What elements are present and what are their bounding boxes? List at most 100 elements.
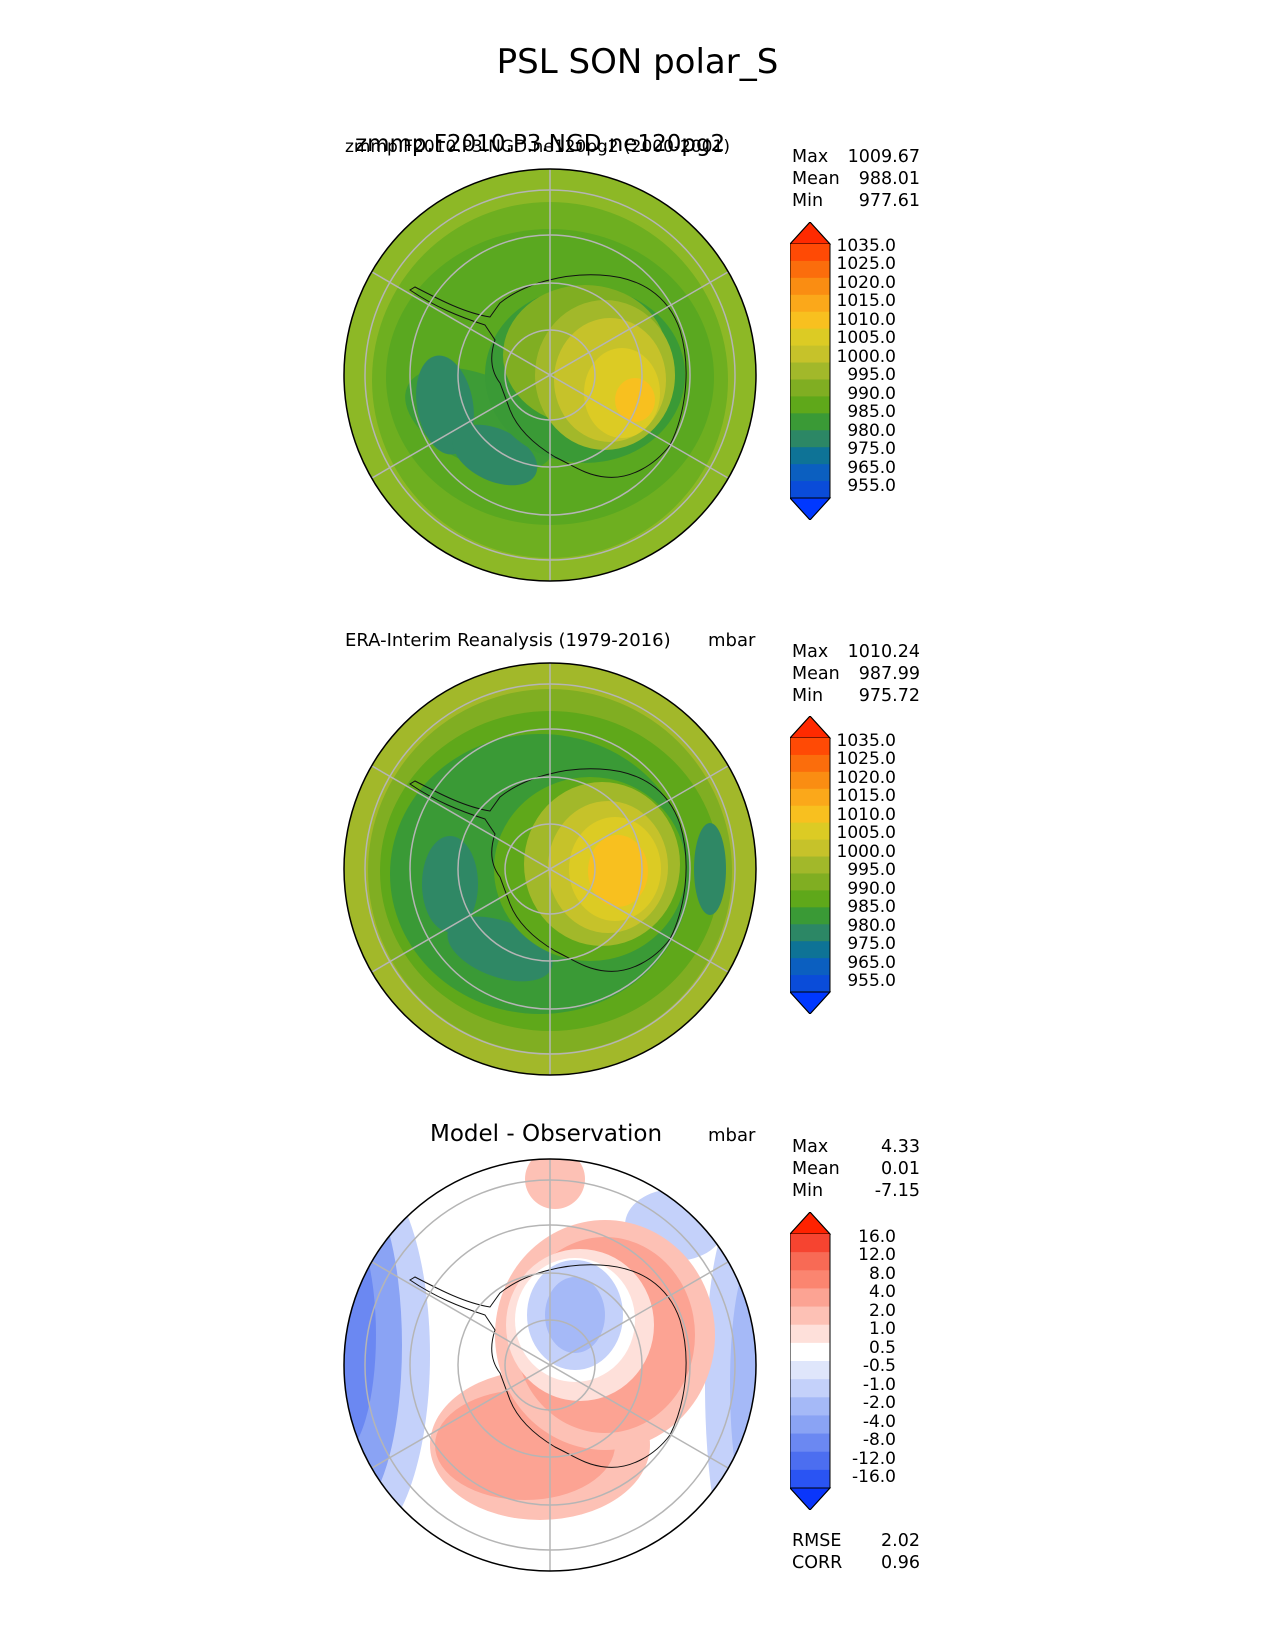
colorbar-segment [790,788,830,807]
stat-label: Min [792,191,824,211]
panel-1-colorbar [790,222,832,520]
colorbar-frame [790,222,831,520]
colorbar-segment [790,771,830,790]
stat-value: 1009.67 [847,147,920,167]
stat-value: 977.61 [858,191,920,211]
colorbar-segment [790,311,830,330]
colorbar-segment [790,379,830,397]
map-fill-peak [615,378,655,422]
colorbar-tick-label: 980.0 [847,915,896,936]
colorbar-tick-label: 975.0 [847,934,896,955]
figure-title: PSL SON polar_S [496,42,779,82]
colorbar-segment [790,345,830,364]
colorbar-tick-label: -0.5 [862,1356,896,1377]
map-fill-975 [422,836,478,932]
colorbar-segments [790,716,832,1014]
colorbar-tick-label: 1015.0 [836,291,896,312]
stat-label: Max [792,642,829,662]
colorbar-extend-max [790,1212,832,1235]
stat-value: 975.72 [858,686,920,706]
stat-label: Mean [792,1159,840,1179]
coastline [409,768,687,972]
colorbar-tick-label: 2.0 [868,1300,896,1321]
colorbar-segment [790,822,830,841]
panel-2-colorbar-labels: 1035.0 1025.0 1020.0 1015.0 1010.0 1005.0 1000… [808,733,896,990]
colorbar-segment [790,1342,830,1362]
colorbar-tick-label: 985.0 [847,402,896,423]
colorbar-tick-label: -2.0 [862,1393,896,1414]
colorbar-tick-label: 1015.0 [836,786,896,807]
colorbar-segment [790,1469,830,1489]
colorbar-segment [790,907,830,925]
panel-3-colorbar [790,1212,832,1510]
colorbar-segment [790,328,830,347]
colorbar-segment [790,975,830,993]
coastline [409,1264,687,1468]
colorbar-segment [790,1306,830,1326]
map-fill-975 [416,355,474,455]
colorbar-segments [790,1212,832,1510]
colorbar-segment [790,447,830,465]
map-fill-neg-center2 [545,1277,605,1353]
colorbar-tick-label: 1020.0 [836,767,896,788]
colorbar-segment [790,430,830,448]
colorbar-tick-label: 1010.0 [836,309,896,330]
metric-value: 2.02 [881,1531,920,1551]
colorbar-tick-label: 975.0 [847,439,896,460]
colorbar-tick-label: 995.0 [847,860,896,881]
colorbar-tick-label: -8.0 [862,1430,896,1451]
colorbar-tick-label: 1000.0 [836,346,896,367]
colorbar-tick-label: -4.0 [862,1411,896,1432]
panel-1-title: zmmp.F2010.P3.NGD.ne120pg2 [355,131,726,157]
colorbar-segment [790,839,830,858]
colorbar-segment [790,941,830,959]
panel-3-stats: Max 4.33 Mean 0.01 Min -7.15 [792,1136,920,1202]
colorbar-tick-label: 1.0 [868,1319,896,1340]
colorbar-tick-label: -16.0 [852,1467,896,1487]
metric-value: 0.96 [881,1553,920,1573]
colorbar-extend-max [790,222,832,245]
colorbar-tick-label: 980.0 [847,420,896,441]
colorbar-segment [790,856,830,874]
colorbar-tick-label: 12.0 [858,1245,896,1266]
panel-3-metrics: RMSE 2.02 CORR 0.96 [792,1530,920,1574]
colorbar-segment [790,1415,830,1435]
colorbar-tick-label: 4.0 [868,1282,896,1303]
colorbar-tick-label: -12.0 [852,1448,896,1469]
graticule [364,663,736,1075]
colorbar-tick-label: 1035.0 [836,731,896,751]
stat-label: Mean [792,664,840,684]
colorbar-tick-label: 995.0 [847,365,896,386]
map-fill-975b [452,424,538,486]
map-border [343,1158,757,1572]
metric-label: RMSE [792,1531,842,1551]
colorbar-segment [790,464,830,482]
colorbar-segment [790,873,830,891]
colorbar-tick-label: 985.0 [847,897,896,918]
panel-2-units: mbar [708,630,756,651]
colorbar-segment [790,277,830,296]
panel-1-title-overlay: zmmp.F2010.P3.NGD.ne120pg2 (2000-2001) [345,137,730,157]
colorbar-segment [790,805,830,824]
stat-value: -7.15 [874,1181,920,1201]
stat-value: 987.99 [858,664,920,684]
colorbar-tick-label: 990.0 [847,383,896,404]
colorbar-segment [790,1397,830,1416]
stat-label: Min [792,686,824,706]
panel-3-map [343,1158,757,1572]
colorbar-segment [790,1433,830,1453]
map-fill-pos-n [525,1159,585,1209]
panel-1-stats: Max 1009.67 Mean 988.01 Min 977.61 [792,146,920,212]
colorbar-tick-label: 1000.0 [836,841,896,862]
colorbar-segment [790,738,830,756]
colorbar-segment [790,362,830,380]
colorbar-segment [790,413,830,431]
colorbar-segment [790,396,830,414]
colorbar-tick-label: 1010.0 [836,804,896,825]
colorbar-tick-label: 1005.0 [836,823,896,844]
colorbar-segment [790,260,830,279]
panel-3-title: Model - Observation [430,1121,663,1147]
map-border [343,662,757,1076]
colorbar-segment [790,1252,830,1271]
stat-value: 0.01 [881,1159,920,1179]
